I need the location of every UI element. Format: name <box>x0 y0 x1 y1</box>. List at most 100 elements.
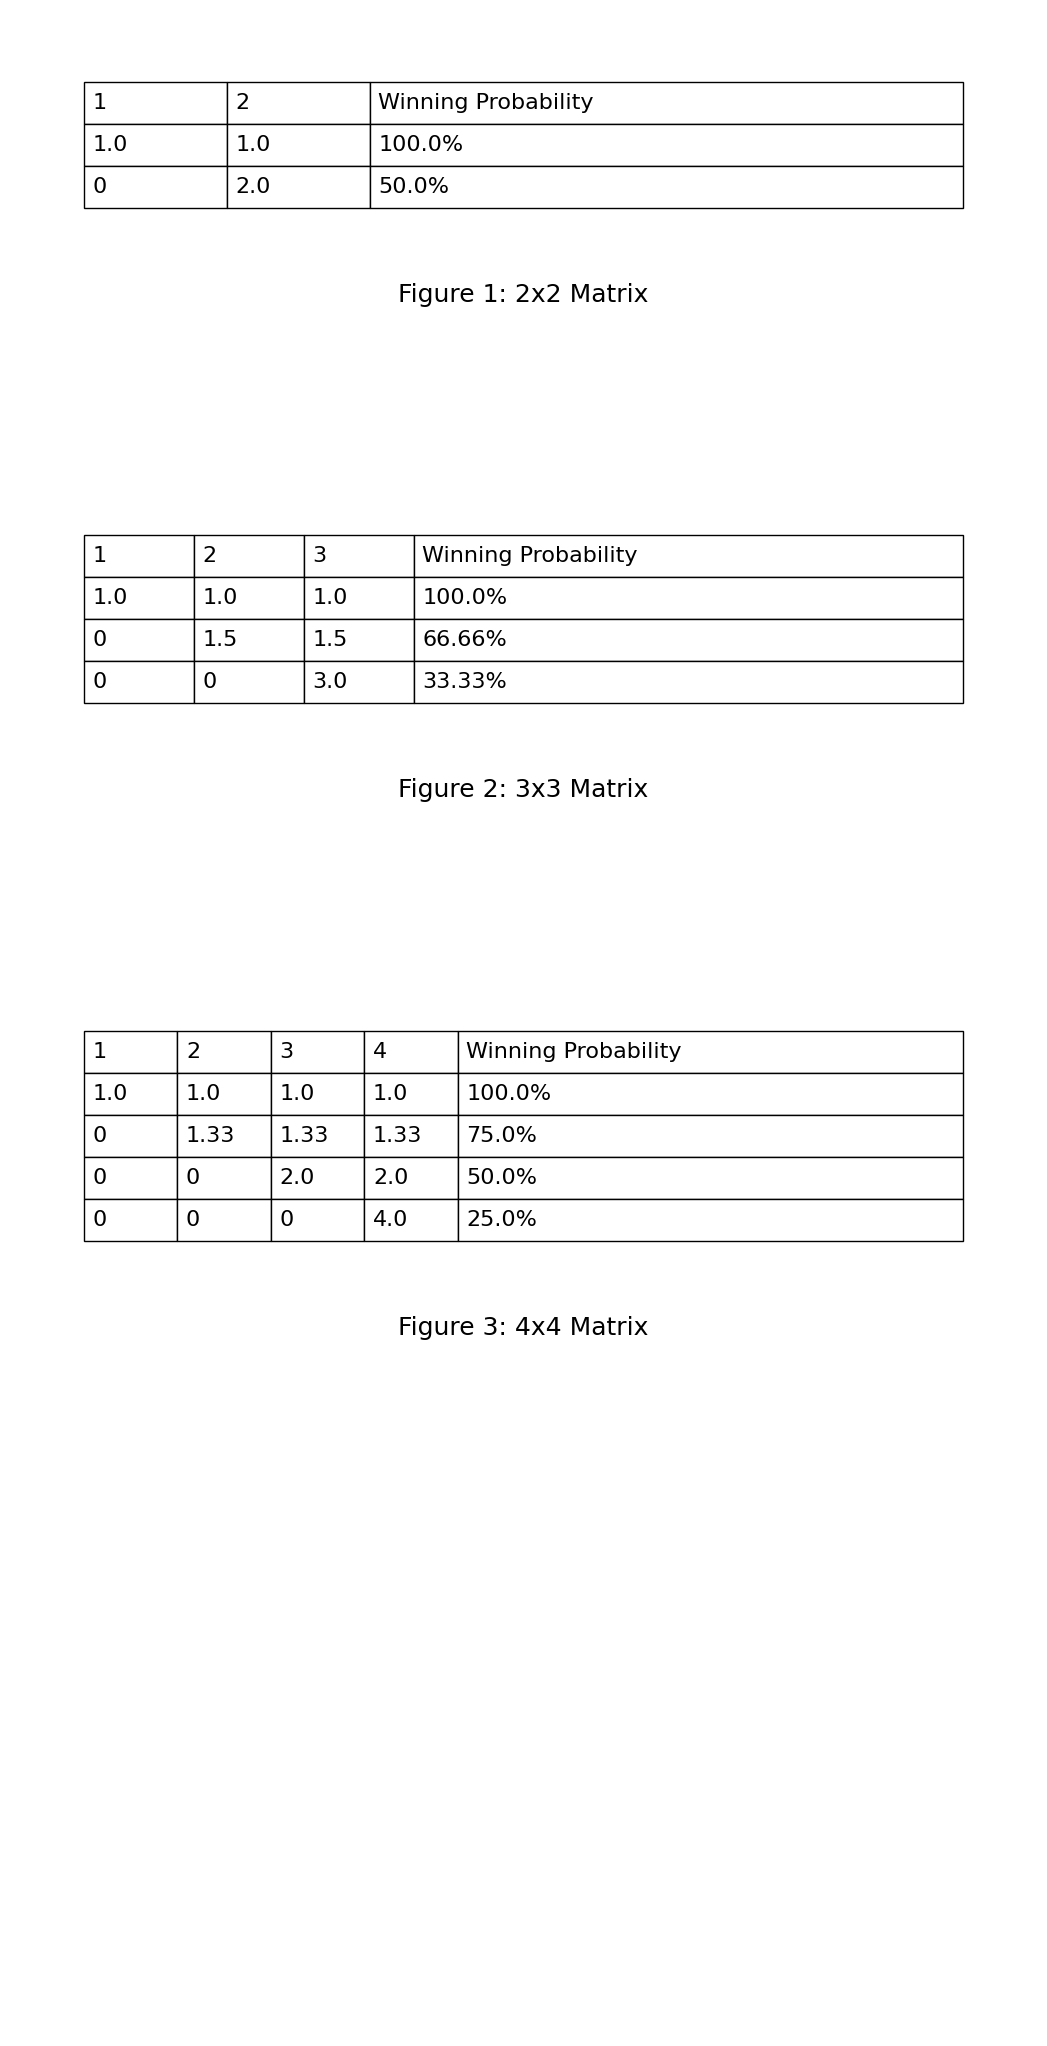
Text: 2.0: 2.0 <box>280 1168 315 1187</box>
Text: 1.0: 1.0 <box>373 1084 408 1103</box>
Text: 1.33: 1.33 <box>186 1125 236 1146</box>
Bar <box>370 82 963 125</box>
Bar <box>304 536 414 577</box>
Bar <box>84 661 194 704</box>
Text: Winning Probability: Winning Probability <box>466 1041 682 1062</box>
Bar <box>84 166 226 209</box>
Text: 1.0: 1.0 <box>280 1084 315 1103</box>
Text: 0: 0 <box>92 176 107 196</box>
Bar <box>177 1031 270 1072</box>
Text: 3: 3 <box>312 546 327 567</box>
Text: 50.0%: 50.0% <box>378 176 449 196</box>
Bar <box>364 1156 458 1199</box>
Text: Winning Probability: Winning Probability <box>378 92 594 113</box>
Bar <box>458 1115 963 1156</box>
Text: Figure 2: 3x3 Matrix: Figure 2: 3x3 Matrix <box>398 777 649 802</box>
Bar <box>270 1072 364 1115</box>
Text: 1.5: 1.5 <box>202 630 238 651</box>
Text: 2.0: 2.0 <box>373 1168 408 1187</box>
Text: 2: 2 <box>186 1041 200 1062</box>
Text: 1: 1 <box>92 92 107 113</box>
Bar <box>304 620 414 661</box>
Bar <box>177 1072 270 1115</box>
Text: 0: 0 <box>92 630 107 651</box>
Text: 1.0: 1.0 <box>236 135 271 155</box>
Bar <box>194 620 304 661</box>
Bar <box>414 661 963 704</box>
Bar <box>84 620 194 661</box>
Bar <box>370 125 963 166</box>
Bar <box>84 536 194 577</box>
Bar <box>194 577 304 620</box>
Text: 3: 3 <box>280 1041 293 1062</box>
Text: 1.0: 1.0 <box>92 135 128 155</box>
Bar <box>84 1072 177 1115</box>
Text: Figure 3: 4x4 Matrix: Figure 3: 4x4 Matrix <box>398 1316 649 1340</box>
Text: 0: 0 <box>92 1209 107 1230</box>
Text: 4.0: 4.0 <box>373 1209 408 1230</box>
Text: 2: 2 <box>236 92 249 113</box>
Text: 2: 2 <box>202 546 217 567</box>
Bar <box>84 1199 177 1240</box>
Bar <box>270 1156 364 1199</box>
Text: 2.0: 2.0 <box>236 176 271 196</box>
Bar <box>177 1199 270 1240</box>
Bar <box>364 1199 458 1240</box>
Bar <box>458 1072 963 1115</box>
Text: 1.0: 1.0 <box>92 1084 128 1103</box>
Bar <box>304 661 414 704</box>
Bar <box>84 577 194 620</box>
Bar <box>364 1031 458 1072</box>
Bar <box>84 1031 177 1072</box>
Bar <box>364 1072 458 1115</box>
Text: 0: 0 <box>186 1209 200 1230</box>
Text: 0: 0 <box>280 1209 294 1230</box>
Bar <box>414 536 963 577</box>
Text: 100.0%: 100.0% <box>422 587 508 608</box>
Bar <box>270 1031 364 1072</box>
Bar <box>414 577 963 620</box>
Text: 1: 1 <box>92 1041 107 1062</box>
Text: Winning Probability: Winning Probability <box>422 546 638 567</box>
Bar <box>364 1115 458 1156</box>
Text: 1.0: 1.0 <box>186 1084 221 1103</box>
Text: 0: 0 <box>92 673 107 692</box>
Bar <box>414 620 963 661</box>
Bar <box>84 82 226 125</box>
Bar <box>458 1156 963 1199</box>
Bar <box>177 1115 270 1156</box>
Bar <box>226 125 370 166</box>
Text: 75.0%: 75.0% <box>466 1125 537 1146</box>
Text: Figure 1: 2x2 Matrix: Figure 1: 2x2 Matrix <box>398 282 649 307</box>
Text: 1.5: 1.5 <box>312 630 348 651</box>
Text: 1.33: 1.33 <box>280 1125 329 1146</box>
Text: 0: 0 <box>202 673 217 692</box>
Bar <box>194 661 304 704</box>
Bar <box>458 1199 963 1240</box>
Bar <box>458 1031 963 1072</box>
Bar <box>84 1156 177 1199</box>
Text: 50.0%: 50.0% <box>466 1168 537 1187</box>
Bar <box>226 166 370 209</box>
Text: 1: 1 <box>92 546 107 567</box>
Bar <box>270 1199 364 1240</box>
Bar <box>177 1156 270 1199</box>
Text: 100.0%: 100.0% <box>378 135 464 155</box>
Text: 25.0%: 25.0% <box>466 1209 537 1230</box>
Text: 33.33%: 33.33% <box>422 673 507 692</box>
Text: 100.0%: 100.0% <box>466 1084 552 1103</box>
Bar <box>226 82 370 125</box>
Text: 0: 0 <box>92 1125 107 1146</box>
Bar <box>270 1115 364 1156</box>
Text: 4: 4 <box>373 1041 387 1062</box>
Bar <box>370 166 963 209</box>
Bar <box>84 1115 177 1156</box>
Text: 66.66%: 66.66% <box>422 630 507 651</box>
Text: 1.33: 1.33 <box>373 1125 422 1146</box>
Text: 1.0: 1.0 <box>312 587 348 608</box>
Text: 1.0: 1.0 <box>92 587 128 608</box>
Text: 0: 0 <box>92 1168 107 1187</box>
Bar <box>304 577 414 620</box>
Text: 3.0: 3.0 <box>312 673 348 692</box>
Text: 0: 0 <box>186 1168 200 1187</box>
